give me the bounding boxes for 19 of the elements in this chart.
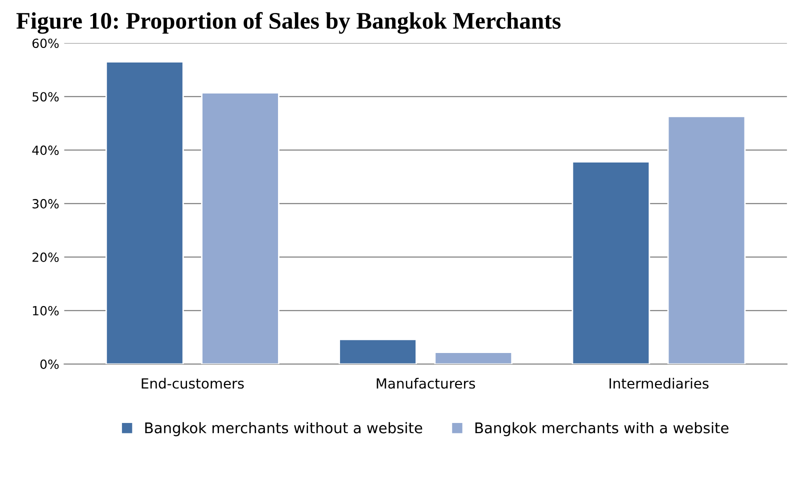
bar bbox=[338, 338, 417, 364]
y-tick-label: 30% bbox=[32, 199, 59, 208]
chart-title: Figure 10: Proportion of Sales by Bangkok Merchants bbox=[16, 12, 561, 34]
legend-label: Bangkok merchants without a website bbox=[145, 422, 422, 436]
bar bbox=[201, 92, 280, 364]
x-tick-label: Intermediaries bbox=[610, 378, 709, 389]
bar bbox=[106, 61, 184, 364]
x-tick-label: End-customers bbox=[142, 378, 244, 389]
bar bbox=[667, 116, 746, 364]
y-tick-label: 0% bbox=[40, 360, 59, 369]
y-tick-label: 20% bbox=[32, 252, 59, 262]
y-tick-label: 10% bbox=[32, 306, 59, 316]
y-tick-label: 40% bbox=[32, 146, 59, 156]
x-tick-label: Manufacturers bbox=[376, 378, 476, 389]
y-tick-label: 50% bbox=[32, 92, 59, 102]
legend-label: Bangkok merchants with a website bbox=[475, 422, 728, 436]
y-tick-label: 60% bbox=[32, 38, 59, 48]
bar bbox=[434, 352, 513, 364]
bar bbox=[572, 161, 650, 364]
